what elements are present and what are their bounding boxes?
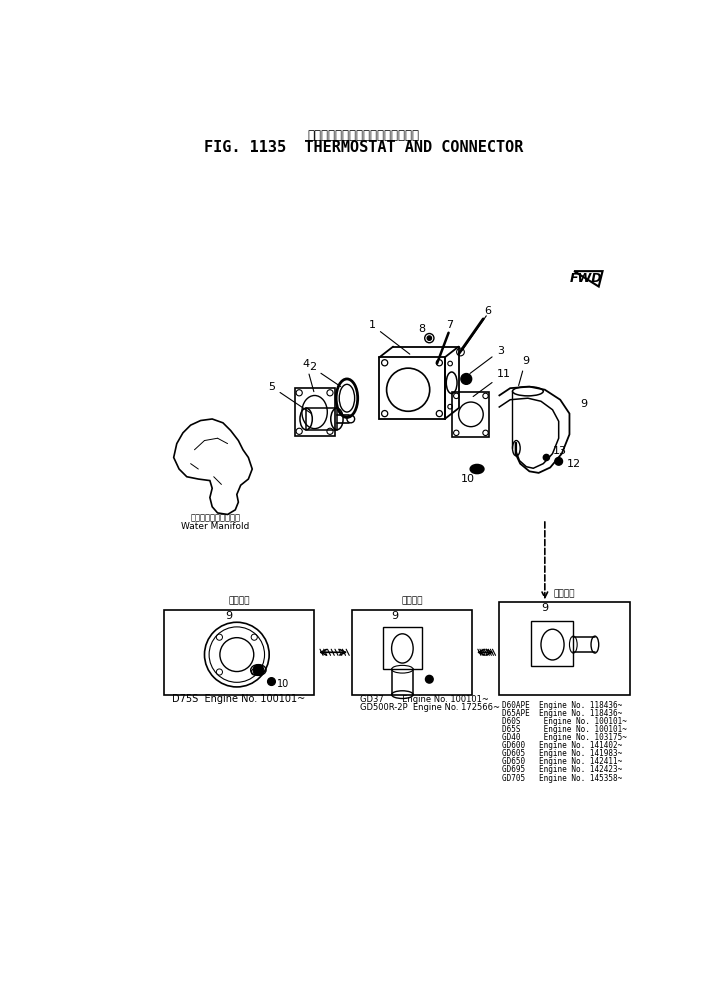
- Bar: [352, 610, 471, 694]
- Text: 4: 4: [302, 359, 314, 392]
- Bar: [383, 627, 422, 670]
- Text: 8: 8: [418, 323, 425, 334]
- Text: 9: 9: [226, 611, 233, 621]
- Bar: [164, 610, 314, 694]
- Text: 3: 3: [470, 345, 504, 374]
- Text: GD600   Engine No. 141402~: GD600 Engine No. 141402~: [503, 741, 623, 751]
- Text: 2: 2: [309, 363, 341, 387]
- Text: GD705   Engine No. 145358~: GD705 Engine No. 145358~: [503, 773, 623, 782]
- Text: FWD: FWD: [570, 272, 603, 286]
- Text: D65APE  Engine No. 118436~: D65APE Engine No. 118436~: [503, 709, 623, 718]
- Text: 9: 9: [518, 355, 529, 386]
- Text: D60S     Engine No. 100101~: D60S Engine No. 100101~: [503, 717, 628, 726]
- Text: 11: 11: [473, 369, 511, 397]
- Circle shape: [427, 336, 432, 340]
- Text: GD650   Engine No. 142411~: GD650 Engine No. 142411~: [503, 758, 623, 766]
- Text: D60APE  Engine No. 118436~: D60APE Engine No. 118436~: [503, 701, 623, 710]
- Circle shape: [268, 677, 275, 685]
- Bar: [531, 621, 573, 667]
- Text: GD500R-2P  Engine No. 172566~: GD500R-2P Engine No. 172566~: [360, 703, 500, 712]
- Text: D75S  Engine No. 100101~: D75S Engine No. 100101~: [172, 694, 305, 704]
- Circle shape: [461, 374, 471, 385]
- Text: FIG. 1135  THERMOSTAT AND CONNECTOR: FIG. 1135 THERMOSTAT AND CONNECTOR: [204, 140, 523, 155]
- PathPatch shape: [498, 387, 569, 473]
- Bar: [379, 357, 444, 419]
- PathPatch shape: [574, 271, 603, 287]
- Text: 10: 10: [461, 469, 477, 485]
- Text: 13: 13: [552, 446, 567, 456]
- Bar: [306, 408, 337, 430]
- Ellipse shape: [470, 465, 484, 474]
- Text: GD605   Engine No. 141983~: GD605 Engine No. 141983~: [503, 750, 623, 759]
- Text: 10: 10: [277, 678, 289, 689]
- Text: 5: 5: [268, 382, 312, 413]
- Text: 6: 6: [484, 307, 491, 316]
- Text: Water Manifold: Water Manifold: [181, 522, 249, 531]
- Text: 適用番号: 適用番号: [553, 589, 575, 598]
- Circle shape: [555, 458, 562, 465]
- Text: サーモスタット　および　コネクタ: サーモスタット および コネクタ: [308, 130, 420, 142]
- Text: 9: 9: [391, 611, 398, 621]
- Text: 適用番号: 適用番号: [401, 596, 422, 606]
- Circle shape: [543, 454, 550, 461]
- Text: GD37       Engine No. 100101~: GD37 Engine No. 100101~: [360, 695, 489, 704]
- Circle shape: [253, 665, 264, 675]
- Text: 適用番号: 適用番号: [228, 596, 249, 606]
- Circle shape: [425, 675, 433, 683]
- Text: 12: 12: [567, 459, 581, 469]
- Text: D65S     Engine No. 100101~: D65S Engine No. 100101~: [503, 725, 628, 734]
- Text: ウォータマニホールド: ウォータマニホールド: [190, 513, 240, 522]
- Text: 7: 7: [447, 320, 454, 330]
- Text: 9: 9: [541, 603, 548, 613]
- Bar: [295, 388, 334, 436]
- PathPatch shape: [498, 399, 559, 468]
- Bar: [452, 392, 489, 437]
- PathPatch shape: [174, 419, 252, 514]
- Text: 1: 1: [368, 320, 410, 354]
- Text: GD40     Engine No. 103175~: GD40 Engine No. 103175~: [503, 733, 628, 742]
- Text: 9: 9: [580, 400, 587, 409]
- Bar: [498, 602, 630, 694]
- Text: GD695   Engine No. 142423~: GD695 Engine No. 142423~: [503, 765, 623, 774]
